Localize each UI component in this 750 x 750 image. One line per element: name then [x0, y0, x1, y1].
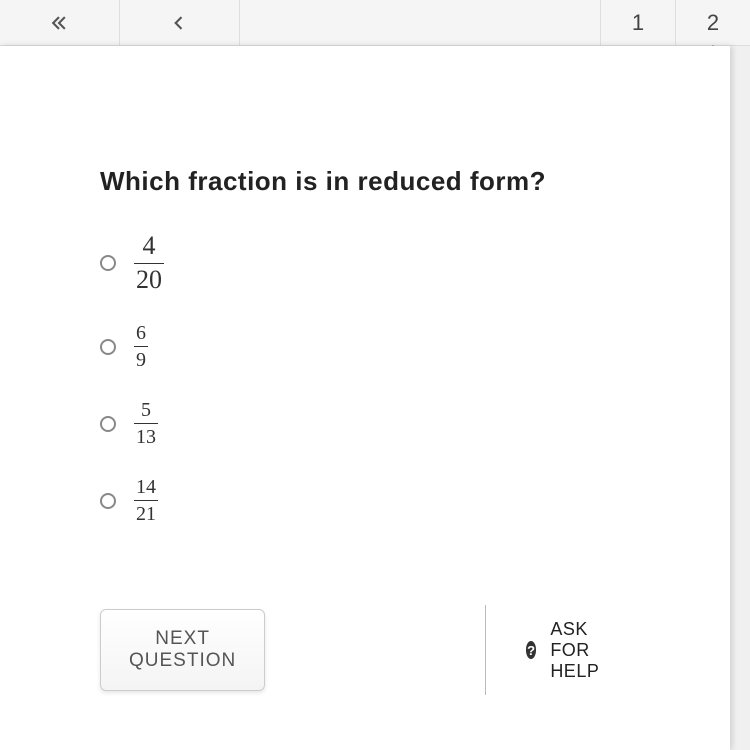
fraction-bar — [134, 423, 158, 424]
option-d[interactable]: 14 21 — [100, 476, 630, 525]
vertical-divider — [485, 605, 486, 695]
question-prompt: Which fraction is in reduced form? — [100, 166, 630, 197]
fraction-bar — [134, 263, 164, 264]
help-icon: ? — [526, 641, 536, 659]
option-b[interactable]: 6 9 — [100, 322, 630, 371]
denominator: 21 — [134, 503, 158, 525]
bottom-controls: NEXT QUESTION ? ASK FOR HELP — [100, 605, 630, 695]
help-label: ASK FOR HELP — [550, 619, 630, 682]
numerator: 14 — [134, 476, 158, 498]
fraction-a: 4 20 — [134, 232, 164, 294]
numerator: 5 — [139, 399, 153, 421]
fraction-d: 14 21 — [134, 476, 158, 525]
radio-icon — [100, 339, 116, 355]
double-chevron-left-icon — [49, 13, 69, 33]
fraction-bar — [134, 346, 148, 347]
page-tab-1[interactable]: 1 — [600, 0, 675, 45]
denominator: 13 — [134, 426, 158, 448]
option-a[interactable]: 4 20 — [100, 232, 630, 294]
page-number-tabs: 1 2 — [600, 0, 750, 45]
scrollbar[interactable] — [730, 46, 750, 750]
radio-icon — [100, 493, 116, 509]
numerator: 6 — [134, 322, 148, 344]
fraction-b: 6 9 — [134, 322, 148, 371]
radio-icon — [100, 255, 116, 271]
option-c[interactable]: 5 13 — [100, 399, 630, 448]
denominator: 20 — [134, 266, 164, 295]
fraction-c: 5 13 — [134, 399, 158, 448]
answer-options: 4 20 6 9 5 13 14 — [100, 232, 630, 525]
denominator: 9 — [134, 349, 148, 371]
first-page-button[interactable] — [0, 0, 120, 45]
radio-icon — [100, 416, 116, 432]
fraction-bar — [134, 500, 158, 501]
prev-page-button[interactable] — [120, 0, 240, 45]
chevron-left-icon — [169, 13, 189, 33]
next-question-button[interactable]: NEXT QUESTION — [100, 609, 265, 691]
nav-arrow-group — [0, 0, 240, 45]
top-navigation: 1 2 — [0, 0, 750, 46]
ask-for-help-button[interactable]: ? ASK FOR HELP — [526, 619, 630, 682]
page-tab-2[interactable]: 2 — [675, 0, 750, 45]
numerator: 4 — [141, 232, 158, 261]
content-area: Which fraction is in reduced form? 4 20 … — [0, 46, 730, 750]
